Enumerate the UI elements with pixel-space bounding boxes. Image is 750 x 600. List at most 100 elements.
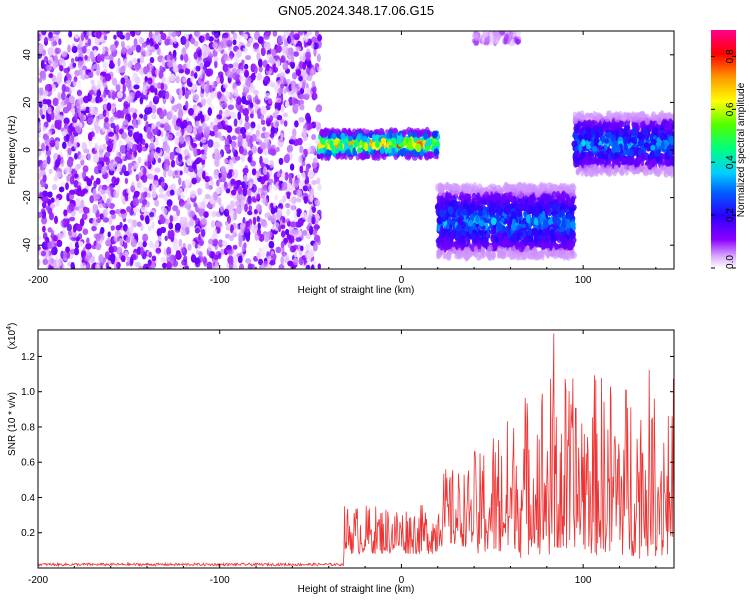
heatmap-cell <box>242 86 250 94</box>
heatmap-cell <box>102 82 108 89</box>
heatmap-cell <box>299 165 304 173</box>
heatmap-cell <box>163 122 170 132</box>
heatmap-cell <box>234 127 240 134</box>
heatmap-cell <box>285 202 291 209</box>
heatmap-cell <box>315 215 320 220</box>
heatmap-cell <box>92 45 99 52</box>
heatmap-cell <box>75 198 81 208</box>
heatmap-cell <box>92 188 97 198</box>
heatmap-cell <box>249 85 256 93</box>
heatmap-cell <box>164 218 170 225</box>
heatmap-cell <box>245 258 252 264</box>
heatmap-cell <box>231 141 237 148</box>
heatmap-cell <box>262 197 267 205</box>
heatmap-cell <box>156 121 161 128</box>
heatmap-cell <box>103 35 108 40</box>
heatmap-cell <box>302 229 308 236</box>
heatmap-cell <box>232 87 239 97</box>
heatmap-cell <box>133 84 140 90</box>
heatmap-cell <box>265 63 270 72</box>
heatmap-cell <box>57 92 61 101</box>
heatmap-cell <box>247 210 253 216</box>
heatmap-cell <box>175 147 182 153</box>
figure-title: GN05.2024.348.17.06.G15 <box>278 3 434 18</box>
heatmap-cell <box>283 120 288 127</box>
heatmap-cell <box>314 199 321 207</box>
heatmap-cell <box>264 131 270 138</box>
heatmap-cell <box>109 203 115 210</box>
heatmap-cell <box>283 112 288 118</box>
heatmap-cell <box>113 178 119 186</box>
heatmap-cell <box>272 31 278 37</box>
heatmap-cell <box>76 89 82 97</box>
heatmap-cell <box>203 257 208 267</box>
heatmap-cell <box>166 199 173 207</box>
heatmap-cell <box>200 98 207 106</box>
heatmap-cell <box>246 41 251 48</box>
heatmap-cell <box>115 246 123 255</box>
heatmap-cell <box>64 123 68 130</box>
heatmap-cell <box>285 229 290 236</box>
heatmap-cell <box>260 105 267 116</box>
heatmap-cell <box>117 57 121 67</box>
heatmap-cell <box>88 132 93 142</box>
heatmap-cell <box>170 159 176 168</box>
heatmap-cell <box>64 86 70 93</box>
heatmap-cell <box>228 45 232 52</box>
heatmap-cell <box>176 103 182 110</box>
heatmap-cell <box>310 42 315 49</box>
heatmap-cell <box>250 160 256 167</box>
heatmap-cell <box>187 89 192 96</box>
heatmap-cell <box>61 91 66 101</box>
heatmap-cell <box>69 189 76 196</box>
heatmap-cell <box>184 179 191 187</box>
heatmap-cell <box>223 158 229 164</box>
heatmap-cell <box>45 236 50 244</box>
heatmap-cell <box>63 117 70 125</box>
heatmap-cell <box>142 233 149 242</box>
heatmap-cell <box>116 109 123 119</box>
heatmap-cell <box>211 210 217 218</box>
heatmap-cell <box>47 227 53 233</box>
heatmap-cell <box>151 221 155 229</box>
heatmap-cell <box>132 219 137 228</box>
heatmap-cell <box>191 241 196 247</box>
heatmap-cell <box>227 255 234 265</box>
heatmap-cell <box>96 68 100 76</box>
heatmap-cell <box>308 188 313 194</box>
heatmap-cell <box>76 79 82 89</box>
heatmap-cell <box>53 35 60 41</box>
heatmap-cell <box>57 72 63 80</box>
heatmap-cell <box>97 113 104 120</box>
heatmap-cell <box>143 113 148 122</box>
heatmap-cell <box>115 224 121 231</box>
heatmap-cell <box>132 119 137 128</box>
heatmap-cell <box>104 251 110 260</box>
heatmap-cell <box>48 168 53 175</box>
heatmap-cell <box>67 44 71 53</box>
heatmap-cell <box>153 174 159 181</box>
heatmap-cell <box>210 131 215 137</box>
heatmap-cell <box>121 152 125 160</box>
heatmap-cell <box>108 216 113 225</box>
heatmap-cell <box>306 87 311 94</box>
heatmap-cell <box>42 258 49 266</box>
heatmap-cell <box>135 90 142 99</box>
heatmap-cell <box>178 177 182 186</box>
heatmap-cell <box>122 83 126 93</box>
heatmap-cell <box>149 174 155 180</box>
heatmap-cell <box>133 38 138 47</box>
heatmap-cell <box>285 100 290 109</box>
heatmap-cell <box>204 172 209 177</box>
heatmap-cell <box>301 171 306 181</box>
heatmap-cell <box>45 145 49 152</box>
heatmap-cell <box>181 259 188 266</box>
heatmap-cell <box>220 203 224 213</box>
heatmap-cell <box>274 194 279 201</box>
heatmap-cell <box>292 257 299 266</box>
heatmap-cell <box>60 181 66 188</box>
heatmap-cell <box>135 44 141 53</box>
heatmap-cell <box>84 55 88 61</box>
heatmap-cell <box>132 197 139 207</box>
heatmap-cell <box>38 201 42 207</box>
